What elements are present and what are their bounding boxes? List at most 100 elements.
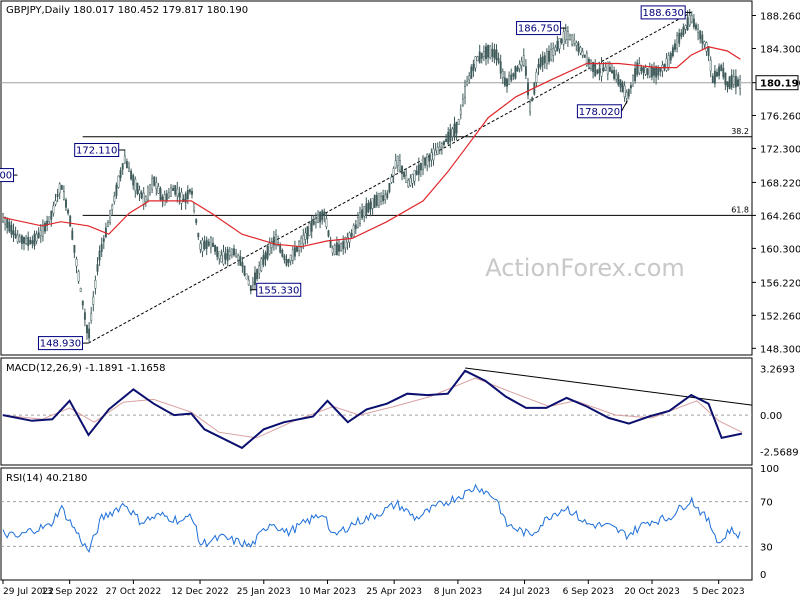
candle-body (25, 238, 28, 244)
candle-body (380, 195, 382, 202)
candle-body (489, 45, 492, 58)
candle-body (325, 218, 328, 227)
candle-body (254, 272, 256, 286)
annotation-box (256, 282, 302, 297)
candle-body (697, 28, 700, 34)
candle-body (50, 210, 53, 220)
rsi-ytick-label: 100 (760, 464, 779, 475)
candle-body (317, 214, 319, 223)
candle-body (426, 154, 429, 166)
candle-body (71, 230, 74, 240)
candle-body (37, 232, 40, 239)
candle-body (205, 239, 208, 249)
candle-body (369, 201, 372, 210)
candle-body (130, 170, 133, 180)
candle-body (711, 75, 714, 84)
candle-body (6, 219, 9, 229)
xtick-label: 29 Jul 2022 (3, 587, 54, 597)
candle-body (644, 67, 647, 75)
candle-body (359, 212, 361, 224)
candle-body (474, 56, 477, 69)
candle-body (58, 183, 61, 194)
candle-body (539, 57, 542, 68)
candle-body (684, 25, 687, 30)
xtick-label: 10 Mar 2023 (299, 587, 356, 597)
candle-body (115, 184, 118, 196)
panel-macd (0, 357, 753, 466)
candle-body (665, 58, 668, 71)
candle-body (304, 232, 307, 240)
candle-body (508, 75, 511, 85)
candle-body (459, 109, 462, 115)
candle-body (327, 230, 330, 237)
annotation-label: 148.930 (40, 339, 81, 350)
candle-body (720, 65, 723, 72)
candle-body (272, 236, 275, 246)
candle-body (669, 53, 672, 61)
candle-body (323, 211, 326, 216)
candle-body (44, 223, 46, 232)
candle-body (518, 63, 521, 69)
candle-body (69, 215, 72, 227)
candle-body (415, 170, 418, 175)
candle-body (371, 198, 374, 209)
candle-body (18, 236, 21, 242)
candle-body (545, 51, 548, 65)
candle-body (346, 237, 349, 243)
candle-body (136, 182, 139, 194)
candle-body (174, 185, 177, 195)
candle-body (350, 233, 353, 237)
candle-body (241, 262, 244, 267)
annotation-box (516, 21, 562, 36)
candle-body (123, 155, 126, 164)
candle-body (659, 67, 662, 72)
candle-body (478, 51, 481, 63)
candle-body (464, 86, 466, 98)
candle-body (596, 69, 599, 74)
candle-body (195, 219, 198, 223)
candle-body (699, 30, 702, 40)
candle-body (270, 241, 273, 249)
candle-body (222, 251, 225, 265)
candle-body (726, 81, 729, 87)
candle-body (121, 163, 124, 170)
candle-body (39, 230, 42, 236)
candle-body (587, 59, 590, 65)
candle-body (449, 128, 452, 142)
candle-body (373, 195, 376, 208)
annotation-label: 155.330 (258, 285, 299, 296)
candle-body (249, 285, 252, 291)
candle-body (203, 241, 206, 249)
candle-body (266, 246, 269, 259)
candle-body (262, 255, 265, 265)
candle-body (455, 121, 458, 134)
candle-body (617, 74, 620, 85)
candle-body (149, 184, 151, 194)
candle-body (403, 171, 406, 178)
candle-body (251, 281, 254, 286)
candle-body (499, 61, 502, 74)
candle-body (663, 64, 666, 69)
candle-body (111, 205, 114, 211)
candle-body (636, 62, 639, 75)
candle-body (333, 244, 336, 255)
candle-body (541, 56, 544, 66)
candle-body (102, 238, 105, 242)
candle-body (245, 273, 248, 280)
candle-body (342, 241, 345, 250)
candle-body (707, 46, 710, 57)
candle-body (264, 252, 267, 260)
candle-body (302, 235, 305, 244)
candle-body (676, 35, 679, 49)
annotation-label: 172.110 (76, 146, 117, 157)
candle-body (690, 15, 693, 23)
candle-body (451, 128, 454, 137)
candle-body (722, 67, 725, 78)
candle-body (695, 24, 697, 30)
candle-body (142, 192, 145, 205)
candle-body (648, 66, 651, 77)
candle-body (75, 258, 78, 267)
candle-body (138, 189, 141, 195)
candle-body (201, 239, 204, 252)
candle-body (438, 146, 441, 150)
